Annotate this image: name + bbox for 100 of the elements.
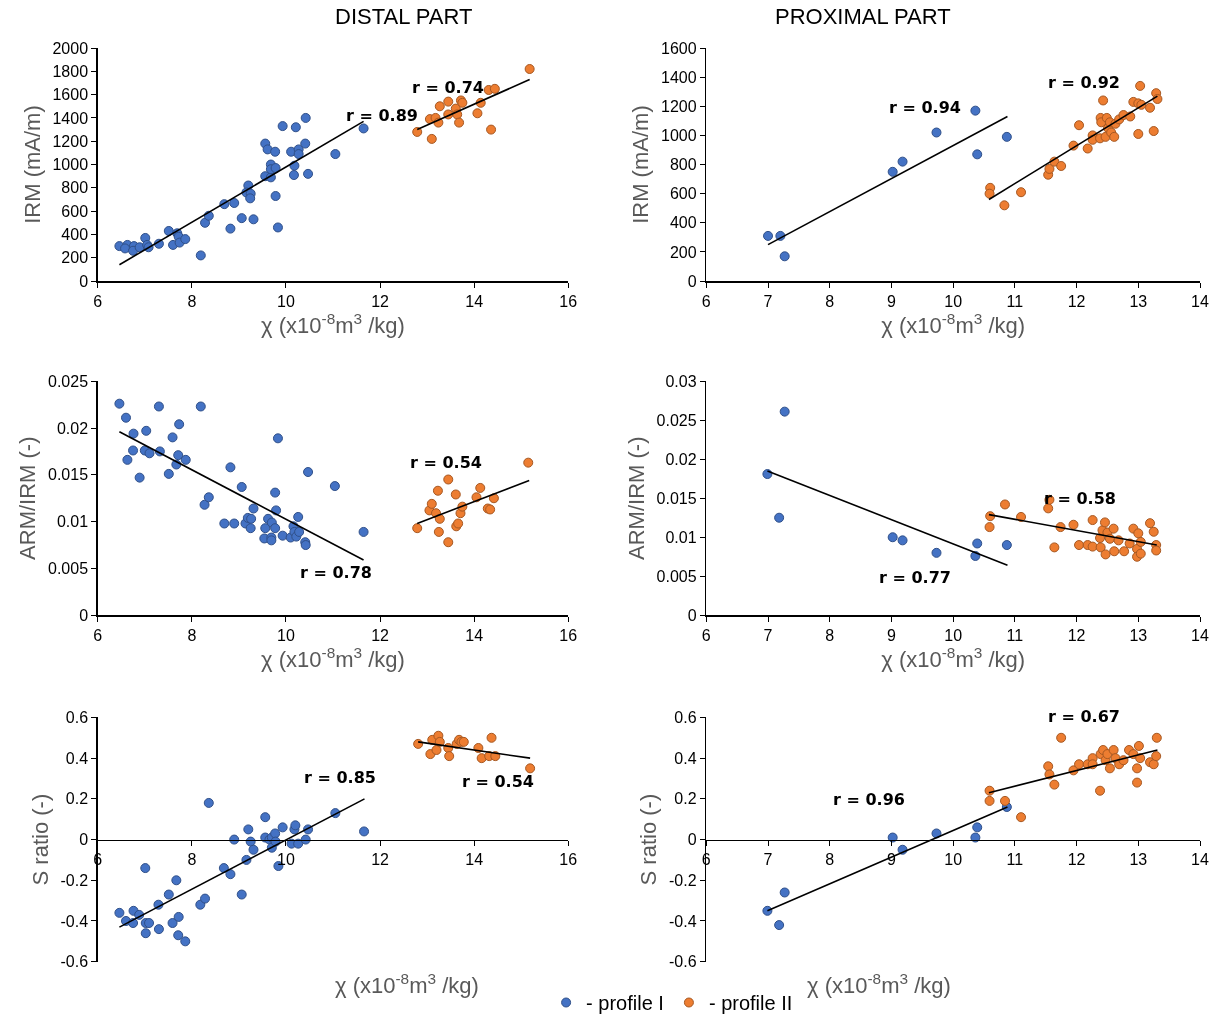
y-tick-label: 0.005 xyxy=(48,560,89,578)
x-tick-label: 6 xyxy=(93,292,103,310)
y-tick-label: 400 xyxy=(61,226,89,244)
x-tick-label: 14 xyxy=(1191,292,1210,310)
x-tick-label: 7 xyxy=(763,626,773,644)
chart-title: DISTAL PART xyxy=(335,4,473,29)
annotation: r = 0.85 xyxy=(304,768,376,787)
y-tick-label: 0.4 xyxy=(65,749,89,767)
y-tick-label: -0.6 xyxy=(669,953,697,971)
y-tick-label: 0.025 xyxy=(656,411,697,429)
y-tick-label: 0 xyxy=(687,272,697,290)
x-tick-label: 12 xyxy=(371,626,390,644)
y-tick-label: 0.025 xyxy=(48,372,89,390)
x-tick-label: 12 xyxy=(371,292,390,310)
x-tick-label: 10 xyxy=(944,851,963,869)
x-tick-label: 7 xyxy=(763,292,773,310)
annotation: r = 0.94 xyxy=(889,98,961,117)
legend-label: - profile II xyxy=(708,992,793,1015)
x-axis-title: χ (x10$^{-8}$m$^{3}$ /kg) xyxy=(881,309,1026,338)
y-tick-label: 0.02 xyxy=(665,450,697,468)
legend-label: - profile I xyxy=(586,992,664,1015)
x-tick-label: 6 xyxy=(93,626,103,644)
y-tick-label: 1400 xyxy=(661,68,697,86)
x-tick-label: 14 xyxy=(1191,851,1210,869)
x-tick-label: 10 xyxy=(277,292,295,310)
y-tick-label: 1000 xyxy=(52,156,89,174)
x-tick-label: 13 xyxy=(1129,851,1148,869)
y-axis-title: S ratio (-) xyxy=(27,793,53,886)
y-tick-label: 200 xyxy=(669,243,697,261)
y-tick-label: 0 xyxy=(687,606,697,624)
x-tick-label: 10 xyxy=(944,626,963,644)
x-axis-title: χ (x10$^{-8}$m$^{3}$ /kg) xyxy=(807,970,951,999)
x-tick-label: 8 xyxy=(187,851,197,869)
y-tick-label: 0.2 xyxy=(674,790,697,808)
annotation: r = 0.54 xyxy=(462,772,534,791)
x-tick-label: 6 xyxy=(701,626,711,644)
x-axis-title: χ (x10$^{-8}$m$^{3}$ /kg) xyxy=(335,970,479,999)
y-tick-label: 1000 xyxy=(661,127,697,145)
annotation: r = 0.74 xyxy=(412,78,484,97)
x-tick-label: 9 xyxy=(886,292,896,310)
y-tick-label: 0 xyxy=(79,606,89,624)
y-tick-label: 0 xyxy=(79,831,89,849)
y-tick-label: 0.01 xyxy=(56,513,89,531)
y-tick-label: -0.4 xyxy=(669,912,697,930)
x-tick-label: 13 xyxy=(1129,292,1148,310)
y-tick-label: 200 xyxy=(61,249,89,267)
x-axis-title: χ (x10$^{-8}$m$^{3}$ /kg) xyxy=(261,643,405,673)
y-tick-label: 0.6 xyxy=(65,709,89,727)
x-tick-label: 13 xyxy=(1129,626,1148,644)
x-tick-label: 7 xyxy=(763,851,773,869)
y-tick-label: 800 xyxy=(669,156,697,174)
x-axis-title: χ (x10$^{-8}$m$^{3}$ /kg) xyxy=(881,643,1026,673)
x-tick-label: 12 xyxy=(371,851,390,869)
annotation: r = 0.58 xyxy=(1044,489,1116,508)
x-tick-label: 12 xyxy=(1067,851,1086,869)
y-tick-label: 1600 xyxy=(52,86,89,104)
annotation: r = 0.89 xyxy=(346,106,418,125)
y-tick-label: -0.4 xyxy=(60,912,89,930)
x-tick-label: 11 xyxy=(1006,626,1024,644)
x-tick-label: 16 xyxy=(559,626,578,644)
y-tick-label: 1400 xyxy=(52,109,89,127)
x-tick-label: 9 xyxy=(886,626,896,644)
x-tick-label: 11 xyxy=(1006,851,1024,869)
x-tick-label: 11 xyxy=(1006,292,1024,310)
annotation: r = 0.77 xyxy=(879,568,951,587)
x-tick-label: 14 xyxy=(1191,626,1210,644)
y-axis-title: S ratio (-) xyxy=(636,793,662,886)
y-tick-label: 0.02 xyxy=(56,419,89,437)
y-tick-label: 600 xyxy=(61,202,89,220)
x-tick-label: 14 xyxy=(465,851,484,869)
y-tick-label: 600 xyxy=(669,185,697,203)
y-tick-label: 1800 xyxy=(52,62,89,80)
y-tick-label: 1200 xyxy=(52,132,89,150)
y-tick-label: 0.015 xyxy=(656,489,697,507)
x-tick-label: 16 xyxy=(559,851,578,869)
x-tick-label: 10 xyxy=(277,851,295,869)
y-tick-label: 0.6 xyxy=(674,709,697,727)
x-axis-title: χ (x10$^{-8}$m$^{3}$ /kg) xyxy=(261,309,405,338)
y-tick-label: 0 xyxy=(687,831,697,849)
x-tick-label: 8 xyxy=(187,626,197,644)
annotation: r = 0.78 xyxy=(300,563,372,582)
y-tick-label: 1200 xyxy=(661,97,697,115)
x-tick-label: 10 xyxy=(277,626,295,644)
y-tick-label: 0.2 xyxy=(65,790,89,808)
y-tick-label: 0.015 xyxy=(48,466,89,484)
y-tick-label: 1600 xyxy=(661,39,697,57)
y-tick-label: -0.6 xyxy=(60,953,89,971)
annotation: r = 0.54 xyxy=(410,453,482,472)
y-tick-label: 800 xyxy=(61,179,89,197)
y-tick-label: 0.03 xyxy=(665,372,697,390)
y-tick-label: 0 xyxy=(79,272,89,290)
x-tick-label: 8 xyxy=(825,292,835,310)
x-tick-label: 14 xyxy=(465,626,484,644)
annotation: r = 0.67 xyxy=(1048,707,1120,726)
x-tick-label: 8 xyxy=(825,626,835,644)
y-tick-label: 2000 xyxy=(52,39,89,57)
x-tick-label: 10 xyxy=(944,292,963,310)
y-tick-label: -0.2 xyxy=(60,871,89,889)
y-tick-label: 0.005 xyxy=(656,567,697,585)
x-tick-label: 14 xyxy=(465,292,484,310)
